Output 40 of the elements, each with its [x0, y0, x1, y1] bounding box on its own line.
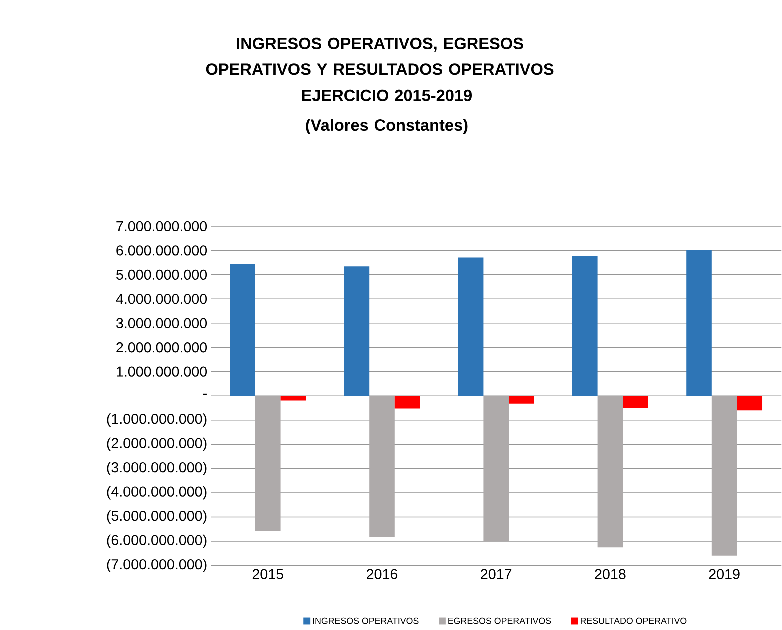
legend-label: INGRESOS OPERATIVOS: [313, 618, 419, 624]
bar: [598, 396, 624, 548]
bar: [737, 396, 763, 411]
bar: [394, 396, 420, 409]
legend-label: EGRESOS OPERATIVOS: [448, 618, 552, 624]
bar: [344, 266, 370, 396]
bar: [370, 396, 395, 538]
x-tick-label: 2018: [595, 569, 626, 580]
bar: [230, 264, 256, 396]
y-tick-label: (4.000.000.000): [107, 486, 207, 500]
chart-subtitle: EJERCICIO 2015-2019 (Valores Constantes): [302, 90, 472, 135]
x-tick-label: 2017: [481, 569, 512, 580]
x-tick-label: 2019: [709, 569, 740, 580]
bar: [255, 396, 281, 532]
bar: [712, 396, 738, 556]
bar: [623, 396, 648, 408]
y-tick-label: 2.000.000.000: [116, 342, 208, 353]
bar: [686, 250, 712, 396]
y-tick-label: (3.000.000.000): [107, 462, 207, 476]
legend-label: RESULTADO OPERATIVO: [581, 618, 687, 624]
bar: [484, 396, 509, 542]
bar: [572, 256, 598, 396]
y-tick-label: (1.000.000.000): [107, 414, 207, 428]
y-tick-label: (7.000.000.000): [107, 559, 207, 573]
bar: [509, 396, 534, 404]
chart-title: INGRESOS OPERATIVOS, EGRESOS OPERATIVOS Y RESULTADOS OPERATIVOS: [206, 38, 554, 76]
y-tick-label: (2.000.000.000): [107, 438, 207, 452]
y-tick-label: 6.000.000.000: [116, 246, 208, 256]
y-tick-label: 1.000.000.000: [117, 367, 208, 378]
y-tick-label: 7.000.000.000: [116, 222, 208, 232]
y-tick-label: 3.000.000.000: [116, 318, 208, 329]
x-tick-label: 2015: [252, 569, 284, 580]
y-tick-label: (5.000.000.000): [107, 510, 207, 524]
y-tick-label: 5.000.000.000: [116, 270, 208, 280]
y-tick-label: -: [203, 394, 207, 396]
bar: [458, 258, 484, 396]
y-tick-label: (6.000.000.000): [107, 535, 207, 548]
x-tick-label: 2016: [367, 569, 398, 580]
bar: [280, 396, 306, 401]
y-tick-label: 4.000.000.000: [116, 294, 208, 304]
